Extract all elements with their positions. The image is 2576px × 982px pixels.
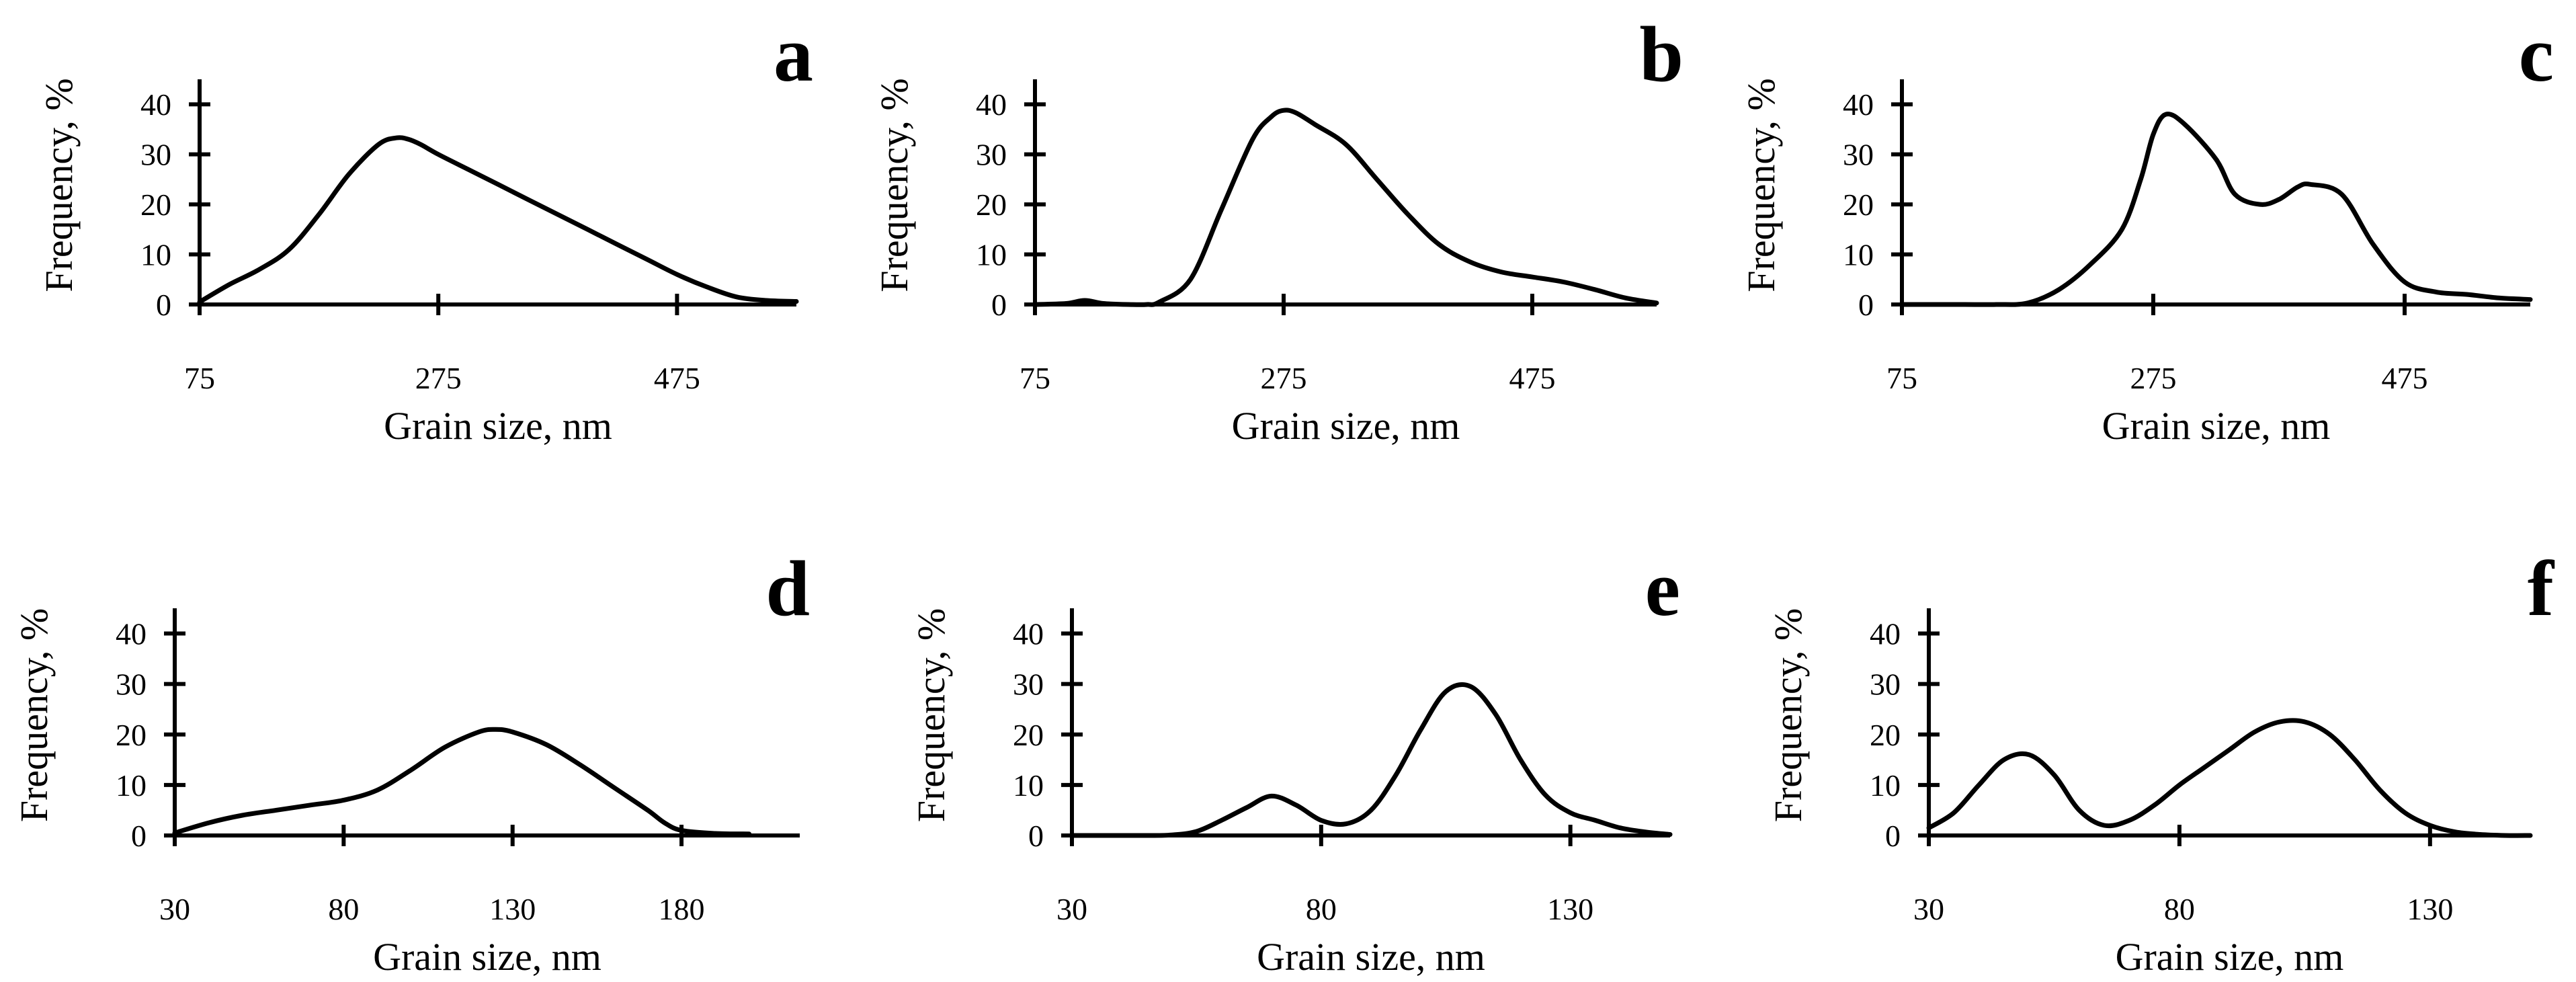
panel-letter-b: b — [1639, 10, 1684, 98]
x-axis-title-e: Grain size, nm — [1257, 935, 1485, 979]
y-tick-label-a-0: 0 — [156, 288, 171, 322]
y-tick-label-f-10: 10 — [1870, 768, 1901, 803]
y-axis-title-a: Frequency, % — [37, 78, 81, 292]
series-line-e — [1069, 682, 1673, 838]
x-tick-label-f-130: 130 — [2407, 892, 2453, 926]
x-axis-title-a: Grain size, nm — [384, 404, 612, 448]
y-axis-title-c: Frequency, % — [1739, 78, 1783, 292]
x-tick-label-a-75: 75 — [184, 361, 215, 395]
x-tick-label-e-80: 80 — [1306, 892, 1337, 926]
panels: 0 10 20 30 40 75 275 475 Grain size, nm Frequency… — [12, 10, 2555, 979]
series-line-c — [1899, 112, 2533, 307]
y-tick-label-d-20: 20 — [116, 718, 147, 752]
panel-letter-a: a — [774, 10, 813, 98]
y-axis-title-e: Frequency, % — [909, 608, 953, 822]
y-tick-label-e-30: 30 — [1013, 667, 1044, 702]
y-tick-label-c-40: 40 — [1843, 87, 1874, 122]
y-tick-label-c-0: 0 — [1858, 288, 1874, 322]
x-axis-title-f: Grain size, nm — [2116, 935, 2344, 979]
panel-letter-e: e — [1645, 544, 1680, 632]
y-tick-label-d-10: 10 — [116, 768, 147, 803]
y-tick-label-f-20: 20 — [1870, 718, 1901, 752]
y-tick-label-e-0: 0 — [1028, 819, 1044, 853]
panel-f: 0 10 20 30 40 30 80 130 Grain size, nm Frequency,… — [1766, 544, 2555, 979]
y-tick-label-f-0: 0 — [1885, 819, 1901, 853]
series-line-f — [1926, 718, 2533, 838]
panel-c: 0 10 20 30 40 75 275 475 Grain size, nm Frequency… — [1739, 10, 2554, 448]
panel-b: 0 10 20 30 40 75 275 475 Grain size, nm Frequency… — [872, 10, 1684, 448]
panel-a: 0 10 20 30 40 75 275 475 Grain size, nm Frequency… — [37, 10, 813, 448]
y-tick-label-b-0: 0 — [991, 288, 1007, 322]
panel-letter-c: c — [2519, 10, 2554, 98]
x-tick-label-f-30: 30 — [1913, 892, 1944, 926]
x-tick-label-b-475: 475 — [1509, 361, 1556, 395]
y-tick-label-c-10: 10 — [1843, 238, 1874, 272]
x-tick-label-a-275: 275 — [415, 361, 462, 395]
x-tick-label-e-30: 30 — [1056, 892, 1087, 926]
panel-e: 0 10 20 30 40 30 80 130 Grain size, nm Frequency,… — [909, 544, 1680, 979]
y-tick-label-b-30: 30 — [976, 138, 1007, 172]
y-axis-title-d: Frequency, % — [12, 608, 56, 822]
y-axis-title-f: Frequency, % — [1766, 608, 1810, 822]
y-tick-label-e-20: 20 — [1013, 718, 1044, 752]
series-line-d — [172, 727, 752, 837]
y-tick-label-a-20: 20 — [140, 188, 171, 222]
x-tick-label-d-180: 180 — [659, 892, 705, 926]
x-tick-label-b-75: 75 — [1020, 361, 1050, 395]
x-tick-label-c-275: 275 — [2130, 361, 2177, 395]
x-tick-label-d-130: 130 — [489, 892, 536, 926]
x-axis-title-c: Grain size, nm — [2102, 404, 2331, 448]
x-axis-title-d: Grain size, nm — [373, 935, 601, 979]
y-tick-label-b-20: 20 — [976, 188, 1007, 222]
y-tick-label-c-30: 30 — [1843, 138, 1874, 172]
x-tick-label-c-475: 475 — [2382, 361, 2428, 395]
x-axis-title-b: Grain size, nm — [1232, 404, 1460, 448]
y-tick-label-f-40: 40 — [1870, 617, 1901, 651]
y-tick-label-d-40: 40 — [116, 617, 147, 651]
x-tick-label-d-30: 30 — [159, 892, 190, 926]
y-tick-label-e-10: 10 — [1013, 768, 1044, 803]
y-tick-label-b-40: 40 — [976, 87, 1007, 122]
x-tick-label-f-80: 80 — [2164, 892, 2195, 926]
y-tick-label-a-30: 30 — [140, 138, 171, 172]
series-line-b — [1032, 108, 1659, 307]
panel-letter-d: d — [765, 544, 810, 632]
x-tick-label-e-130: 130 — [1547, 892, 1593, 926]
series-line-a — [197, 135, 799, 304]
panel-letter-f: f — [2528, 544, 2555, 632]
y-tick-label-a-40: 40 — [140, 87, 171, 122]
panel-d: 0 10 20 30 40 30 80 130 180 Grain size, nm Frequen… — [12, 544, 810, 979]
y-tick-label-e-40: 40 — [1013, 617, 1044, 651]
y-tick-label-c-20: 20 — [1843, 188, 1874, 222]
y-tick-label-d-30: 30 — [116, 667, 147, 702]
y-tick-label-a-10: 10 — [140, 238, 171, 272]
x-tick-label-b-275: 275 — [1261, 361, 1307, 395]
x-tick-label-c-75: 75 — [1886, 361, 1917, 395]
y-tick-label-d-0: 0 — [131, 819, 147, 853]
x-tick-label-a-475: 475 — [654, 361, 700, 395]
y-tick-label-b-10: 10 — [976, 238, 1007, 272]
y-axis-title-b: Frequency, % — [872, 78, 916, 292]
y-tick-label-f-30: 30 — [1870, 667, 1901, 702]
x-tick-label-d-80: 80 — [328, 892, 359, 926]
